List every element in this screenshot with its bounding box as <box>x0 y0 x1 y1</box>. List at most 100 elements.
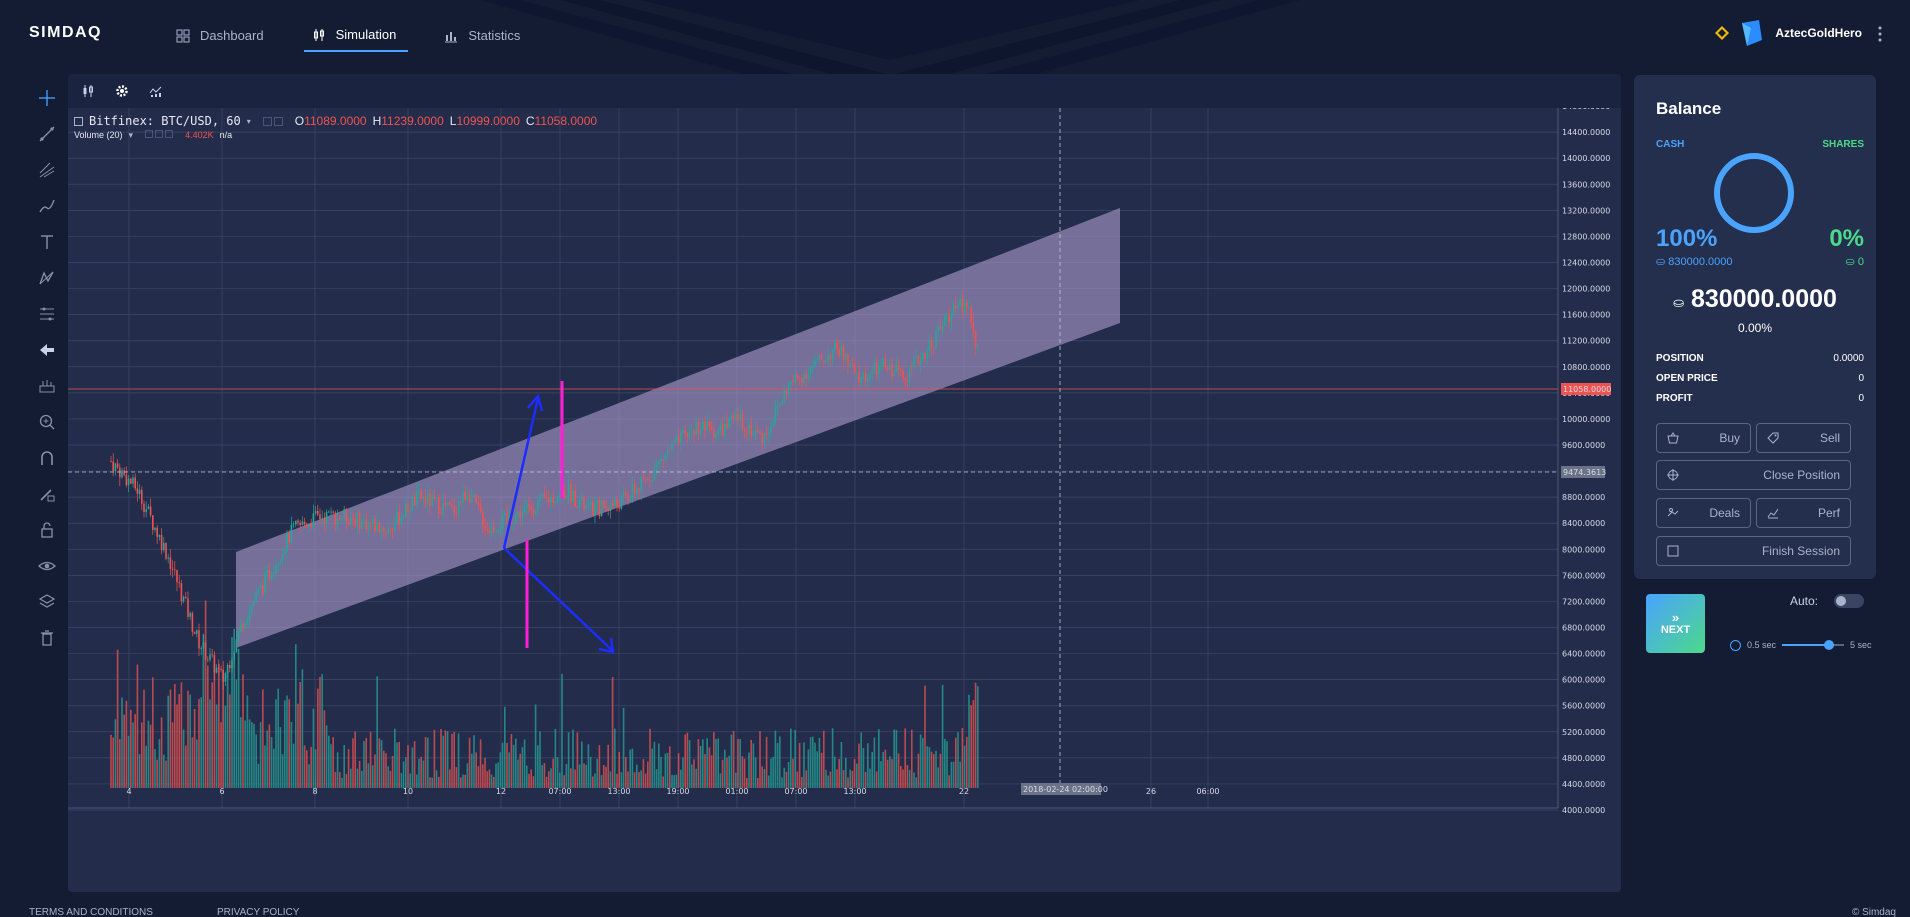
candle-body <box>796 375 799 378</box>
chart-panel[interactable]: Bitfinex: BTC/USD, 60 ▾ O 11089.0000 H 112… <box>68 74 1621 892</box>
shares-amount-value: 0 <box>1857 256 1864 268</box>
crosshair-price-tag-text: 9474.3613 <box>1563 468 1606 477</box>
tool-trend-line[interactable] <box>30 116 64 152</box>
price-chart[interactable]: 15200.000014800.000014400.000014000.0000… <box>68 108 1621 892</box>
volume-bar <box>457 733 460 788</box>
chevron-down-icon[interactable]: ▾ <box>128 130 134 140</box>
indicators-button[interactable] <box>144 79 168 103</box>
tool-brush[interactable] <box>30 188 64 224</box>
collapse-legend-icon[interactable] <box>74 116 83 126</box>
candle-body <box>794 375 796 383</box>
tool-text[interactable] <box>30 224 64 260</box>
candle-body <box>193 631 196 634</box>
y-tick-label: 12400.0000 <box>1562 259 1610 268</box>
buy-button[interactable]: Buy <box>1656 423 1751 453</box>
tool-pattern[interactable] <box>30 260 64 296</box>
tool-pitchfork[interactable] <box>30 152 64 188</box>
chart-settings-button[interactable] <box>110 79 134 103</box>
cash-percent: 100% <box>1656 225 1718 252</box>
more-menu-icon[interactable] <box>1878 26 1882 42</box>
finish-session-button[interactable]: Finish Session <box>1656 536 1851 566</box>
zoom-in-icon <box>39 414 55 430</box>
volume-bar <box>807 749 810 788</box>
symbol-label[interactable]: Bitfinex: BTC/USD, 60 <box>89 114 241 128</box>
candle-body <box>831 349 834 360</box>
app-logo[interactable]: SIMDAQ <box>29 24 102 41</box>
nav-simulation[interactable]: Simulation <box>303 22 409 52</box>
next-button[interactable]: » NEXT <box>1646 594 1705 653</box>
nav-statistics[interactable]: Statistics <box>436 22 532 52</box>
candle-body <box>922 353 924 360</box>
volume-bar <box>143 689 145 788</box>
volume-bar <box>398 741 400 788</box>
tool-delete[interactable] <box>30 620 64 656</box>
volume-bar <box>664 753 667 788</box>
volume-bar <box>121 697 123 788</box>
low-value: 10999.0000 <box>456 114 520 128</box>
volume-bar <box>904 728 906 788</box>
deals-button[interactable]: Deals <box>1656 498 1751 528</box>
chevron-down-icon[interactable]: ▾ <box>246 116 251 126</box>
tool-measure[interactable] <box>30 368 64 404</box>
tool-crosshair[interactable] <box>30 80 64 116</box>
volume-bar <box>292 743 295 788</box>
volume-bar <box>750 739 752 788</box>
volume-bar <box>127 735 130 788</box>
candle-body <box>444 502 447 506</box>
volume-bar <box>829 771 832 788</box>
bar-chart-icon <box>445 31 458 42</box>
candle-body <box>840 346 843 356</box>
settings-icon <box>116 85 128 97</box>
candle-body <box>457 501 460 513</box>
perf-button[interactable]: Perf <box>1756 498 1851 528</box>
tool-fib[interactable] <box>30 296 64 332</box>
speed-slider-thumb[interactable] <box>1823 640 1834 650</box>
sell-button[interactable]: Sell <box>1756 423 1851 453</box>
y-tick-label: 8400.0000 <box>1562 519 1605 528</box>
nav-dashboard[interactable]: Dashboard <box>168 22 276 52</box>
volume-bar <box>774 730 777 788</box>
candle-body <box>589 501 592 505</box>
tool-visibility[interactable] <box>30 548 64 584</box>
user-menu[interactable]: AztecGoldHero <box>1715 20 1862 46</box>
volume-bar <box>895 730 898 788</box>
parallel-channel[interactable] <box>236 208 1120 648</box>
volume-bar <box>675 774 678 788</box>
candle-body <box>391 529 394 531</box>
candle-body <box>908 366 911 382</box>
candle-body <box>754 430 757 434</box>
close-position-button[interactable]: Close Position <box>1656 460 1851 490</box>
tool-arrow[interactable] <box>30 332 64 368</box>
blue-arrows[interactable] <box>502 393 615 654</box>
main-nav: Dashboard Simulation Statistics <box>168 22 532 52</box>
speed-slider[interactable] <box>1782 638 1845 652</box>
candle-body <box>638 488 640 491</box>
candle-body <box>682 430 684 433</box>
volume-bar <box>435 770 438 788</box>
volume-bar <box>741 756 744 788</box>
candle-body <box>704 422 706 431</box>
y-tick-label: 10800.0000 <box>1562 363 1610 372</box>
candle-body <box>963 302 966 313</box>
terms-link[interactable]: TERMS AND CONDITIONS <box>29 907 153 917</box>
volume-bar <box>427 737 429 788</box>
candle-body <box>312 513 315 528</box>
volume-bar <box>378 738 381 788</box>
tool-magnet[interactable] <box>30 440 64 476</box>
volume-bar <box>759 731 761 788</box>
chart-type-button[interactable] <box>76 79 100 103</box>
y-tick-label: 5200.0000 <box>1562 728 1605 737</box>
volume-label[interactable]: Volume (20) <box>74 130 123 140</box>
auto-toggle[interactable] <box>1834 594 1864 608</box>
candle-body <box>420 490 422 500</box>
tool-zoom[interactable] <box>30 404 64 440</box>
volume-bar <box>284 700 286 788</box>
candle-body <box>627 495 629 500</box>
tool-layers[interactable] <box>30 584 64 620</box>
candle-body <box>783 390 785 402</box>
tool-lock[interactable] <box>30 512 64 548</box>
candle-body <box>521 512 524 519</box>
tool-lock-drawing[interactable] <box>30 476 64 512</box>
volume-bar <box>611 677 614 788</box>
privacy-link[interactable]: PRIVACY POLICY <box>217 907 300 917</box>
